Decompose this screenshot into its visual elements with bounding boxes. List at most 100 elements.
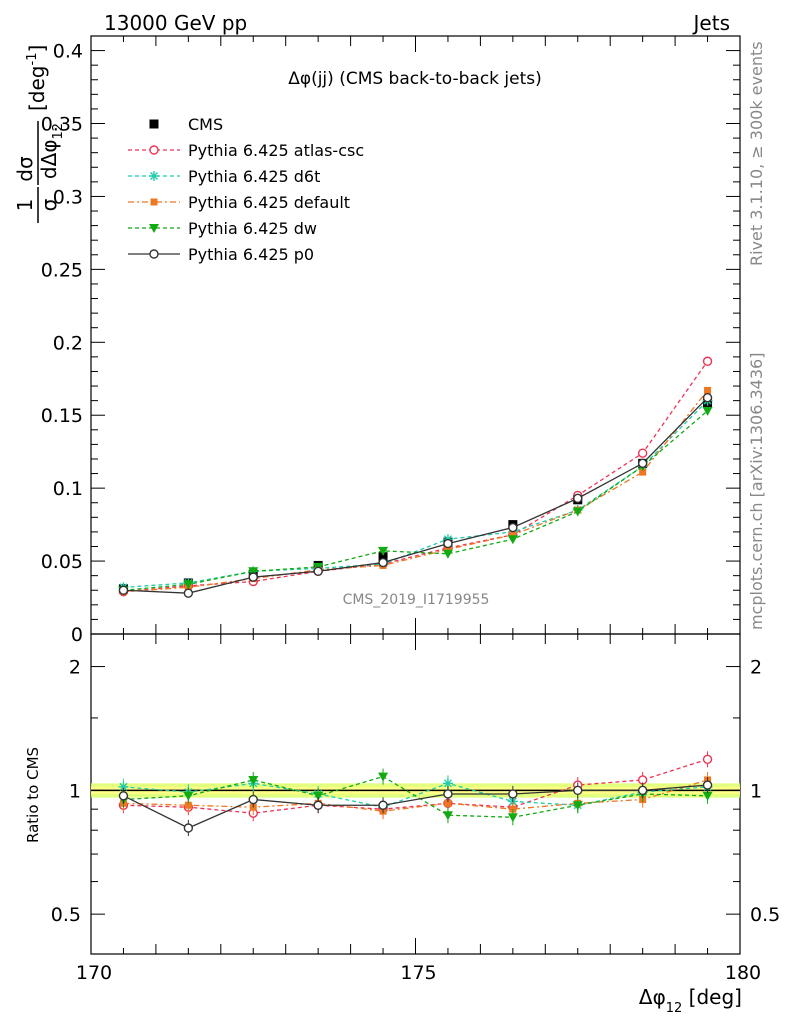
ratio-y-tick-label-right: 2 xyxy=(750,657,762,679)
x-tick-label: 175 xyxy=(400,962,436,984)
data-point-p0 xyxy=(508,522,518,533)
ratio-series-layer xyxy=(118,751,713,836)
legend-marker-atlas-csc xyxy=(128,145,180,155)
data-point-atlas-csc xyxy=(637,448,648,458)
main-y-tick-label: 0 xyxy=(71,624,83,646)
legend-symbol-default xyxy=(150,198,158,206)
main-y-tick-label: 0.25 xyxy=(41,259,83,281)
legend-marker-dw xyxy=(128,224,180,233)
legend-marker-d6t xyxy=(128,171,180,181)
ratio-point-p0 xyxy=(508,789,518,799)
ratio-y-axis-label: Ratio to CMS xyxy=(24,747,42,843)
legend-label-cms: CMS xyxy=(188,115,223,134)
ratio-point-dw xyxy=(248,775,259,785)
main-chart-title: Δφ(jj) (CMS back-to-back jets) xyxy=(288,69,542,89)
ratio-point-p0 xyxy=(637,785,648,796)
legend-entry-p0: Pythia 6.425 p0 xyxy=(128,245,314,264)
main-x-axis xyxy=(90,36,741,634)
ratio-point-default xyxy=(509,805,517,813)
legend-entry-atlas-csc: Pythia 6.425 atlas-csc xyxy=(128,141,364,160)
main-y-tick-label: 0.1 xyxy=(53,478,83,500)
legend-label-atlas-csc: Pythia 6.425 atlas-csc xyxy=(188,141,364,160)
ratio-point-p0 xyxy=(573,785,583,796)
data-point-p0 xyxy=(118,585,129,595)
svg-text:[deg-1]: [deg-1] xyxy=(25,45,49,111)
main-y-tick-label: 0.15 xyxy=(41,405,83,427)
legend-marker-p0 xyxy=(128,249,180,259)
ratio-y-tick-label-right: 0.5 xyxy=(750,904,780,926)
legend-entry-d6t: Pythia 6.425 d6t xyxy=(128,167,320,186)
series-line-p0 xyxy=(123,397,709,594)
ratio-y-tick-label: 1 xyxy=(69,780,81,802)
ratio-point-p0 xyxy=(183,823,194,833)
data-point-dw xyxy=(378,546,389,556)
ratio-point-p0 xyxy=(313,800,323,810)
ratio-point-p0 xyxy=(378,800,388,810)
header-left: 13000 GeV pp xyxy=(104,11,247,35)
data-point-dw xyxy=(442,549,453,559)
data-point-atlas-csc xyxy=(702,356,713,366)
data-point-dw xyxy=(572,507,583,517)
ratio-y-tick-label-right: 1 xyxy=(750,780,762,802)
legend-symbol-p0 xyxy=(149,249,159,259)
ratio-point-dw xyxy=(572,801,583,811)
legend-label-d6t: Pythia 6.425 d6t xyxy=(188,167,320,186)
legend: CMS Pythia 6.425 atlas-csc Pythia 6.425 … xyxy=(128,115,364,264)
data-point-default xyxy=(444,545,452,553)
data-point-CMS xyxy=(378,552,388,562)
mcplots-label: mcplots.cern.ch [arXiv:1306.3436] xyxy=(747,353,766,630)
x-tick-label: 170 xyxy=(76,962,112,984)
ratio-x-axis: 170 175 180 xyxy=(76,634,761,984)
legend-marker-cms xyxy=(149,119,159,129)
ratio-y-tick-label: 2 xyxy=(69,657,81,679)
data-point-p0 xyxy=(313,566,323,576)
data-point-p0 xyxy=(183,588,194,598)
legend-entry-cms: CMS xyxy=(149,115,223,134)
rivet-label: Rivet 3.1.10, ≥ 300k events xyxy=(747,41,766,266)
data-point-default xyxy=(639,468,647,476)
series-line-d6t xyxy=(123,400,709,588)
header-right: Jets xyxy=(692,11,730,35)
data-point-p0 xyxy=(702,393,713,403)
ratio-point-p0 xyxy=(443,789,453,799)
legend-symbol-d6t xyxy=(149,171,159,181)
main-y-tick-label: 0.35 xyxy=(41,114,83,136)
data-point-p0 xyxy=(573,493,583,504)
ratio-point-default xyxy=(444,799,452,807)
legend-label-dw: Pythia 6.425 dw xyxy=(188,219,317,238)
main-y-tick-label: 0.3 xyxy=(53,186,83,208)
main-series-layer xyxy=(118,356,713,598)
legend-symbol-dw xyxy=(149,224,159,233)
ratio-point-p0 xyxy=(118,791,129,801)
legend-entry-default: Pythia 6.425 default xyxy=(128,193,350,212)
data-point-dw xyxy=(248,567,259,577)
data-point-dw xyxy=(183,580,194,590)
data-point-dw xyxy=(507,535,518,545)
svg-text:dσ: dσ xyxy=(13,156,37,182)
legend-label-p0: Pythia 6.425 p0 xyxy=(188,245,314,264)
ratio-y-axis: 0.5 0.5 1 1 2 2 xyxy=(51,657,780,927)
ratio-point-dw xyxy=(313,791,324,801)
series-line-atlas-csc xyxy=(123,360,709,593)
data-point-default xyxy=(704,386,712,394)
main-y-tick-label: 0.05 xyxy=(41,551,83,573)
data-point-p0 xyxy=(378,557,388,568)
ratio-point-dw xyxy=(442,811,453,821)
x-tick-label: 180 xyxy=(725,962,761,984)
ratio-y-tick-label: 0.5 xyxy=(51,904,81,926)
ratio-point-dw xyxy=(378,772,389,782)
series-line-dw xyxy=(123,410,708,591)
data-point-dw xyxy=(702,406,713,416)
svg-text:1: 1 xyxy=(13,199,37,212)
legend-entry-dw: Pythia 6.425 dw xyxy=(128,219,317,238)
main-y-tick-label: 0.4 xyxy=(53,41,83,63)
ratio-line-atlas-csc xyxy=(123,758,708,814)
svg-text:Δφ12 [deg]: Δφ12 [deg] xyxy=(639,985,742,1016)
data-point-p0 xyxy=(443,538,453,549)
series-line-default xyxy=(123,390,709,593)
ratio-point-p0 xyxy=(248,794,258,805)
main-y-axis: 0 0.05 0.1 0.15 0.2 0.25 0.3 0.35 0.4 xyxy=(41,41,740,646)
legend-marker-default xyxy=(128,198,180,206)
data-point-default xyxy=(509,531,517,539)
